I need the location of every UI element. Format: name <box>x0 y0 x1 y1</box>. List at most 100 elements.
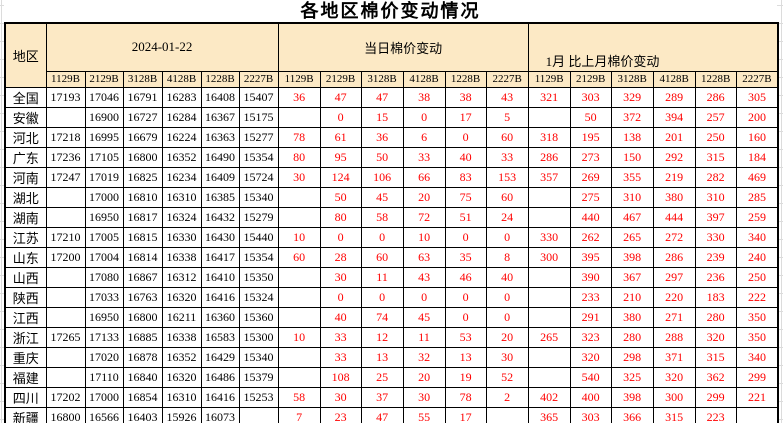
daily-change-cell[interactable]: 80 <box>277 146 321 168</box>
monthly-change-cell[interactable]: 366 <box>610 406 654 423</box>
section-header-daily-change[interactable]: 当日棉价变动 <box>277 22 529 72</box>
monthly-change-cell[interactable]: 330 <box>694 226 737 248</box>
daily-change-cell[interactable]: 74 <box>360 306 404 328</box>
monthly-change-cell[interactable]: 395 <box>569 246 612 268</box>
price-cell[interactable]: 17202 <box>45 386 86 408</box>
daily-change-cell[interactable] <box>277 186 321 208</box>
daily-change-cell[interactable] <box>485 406 529 423</box>
monthly-change-cell[interactable] <box>735 406 779 423</box>
monthly-change-cell[interactable]: 315 <box>652 406 696 423</box>
daily-change-cell[interactable]: 40 <box>485 266 529 288</box>
daily-change-cell[interactable]: 10 <box>277 326 321 348</box>
price-cell[interactable]: 16352 <box>161 346 202 368</box>
daily-change-cell[interactable]: 53 <box>444 326 487 348</box>
daily-change-cell[interactable]: 38 <box>444 86 487 108</box>
monthly-change-cell[interactable]: 540 <box>569 366 612 388</box>
price-cell[interactable]: 16416 <box>200 286 240 308</box>
price-cell[interactable]: 16814 <box>122 246 163 268</box>
price-cell[interactable]: 16338 <box>161 326 202 348</box>
daily-change-cell[interactable] <box>277 206 321 228</box>
column-header[interactable]: 4128B <box>161 70 202 88</box>
monthly-change-cell[interactable] <box>527 346 571 368</box>
price-cell[interactable]: 16815 <box>122 226 163 248</box>
price-cell[interactable]: 16878 <box>122 346 163 368</box>
price-cell[interactable]: 17000 <box>84 386 124 408</box>
region-cell[interactable]: 福建 <box>4 366 47 388</box>
price-cell[interactable]: 16363 <box>200 126 240 148</box>
monthly-change-cell[interactable]: 440 <box>569 206 612 228</box>
region-cell[interactable]: 湖北 <box>4 186 47 208</box>
monthly-change-cell[interactable]: 357 <box>527 166 571 188</box>
price-cell[interactable] <box>238 406 279 423</box>
daily-change-cell[interactable]: 20 <box>402 366 446 388</box>
price-cell[interactable]: 15379 <box>238 366 279 388</box>
monthly-change-cell[interactable]: 394 <box>652 106 696 128</box>
daily-change-cell[interactable]: 80 <box>319 206 362 228</box>
monthly-change-cell[interactable]: 239 <box>694 246 737 268</box>
daily-change-cell[interactable]: 55 <box>402 406 446 423</box>
price-cell[interactable]: 16429 <box>200 346 240 368</box>
price-cell[interactable]: 17236 <box>45 146 86 168</box>
region-cell[interactable]: 江西 <box>4 306 47 328</box>
price-cell[interactable]: 16763 <box>122 286 163 308</box>
daily-change-cell[interactable]: 58 <box>277 386 321 408</box>
price-cell[interactable]: 16211 <box>161 306 202 328</box>
monthly-change-cell[interactable]: 372 <box>610 106 654 128</box>
daily-change-cell[interactable]: 60 <box>485 186 529 208</box>
monthly-change-cell[interactable]: 250 <box>694 126 737 148</box>
section-header-monthly-change[interactable]: 1月 比上月棉价变动 <box>527 22 779 72</box>
daily-change-cell[interactable]: 20 <box>402 186 446 208</box>
price-cell[interactable]: 16324 <box>161 206 202 228</box>
price-cell[interactable]: 16312 <box>161 266 202 288</box>
monthly-change-cell[interactable]: 367 <box>610 266 654 288</box>
column-header[interactable]: 2129B <box>319 70 362 88</box>
monthly-change-cell[interactable]: 150 <box>610 146 654 168</box>
daily-change-cell[interactable]: 52 <box>485 366 529 388</box>
price-cell[interactable]: 16430 <box>200 226 240 248</box>
daily-change-cell[interactable]: 30 <box>277 166 321 188</box>
price-cell[interactable]: 17200 <box>45 246 86 268</box>
monthly-change-cell[interactable]: 210 <box>610 286 654 308</box>
price-cell[interactable]: 15350 <box>238 266 279 288</box>
monthly-change-cell[interactable] <box>527 106 571 128</box>
daily-change-cell[interactable]: 17 <box>444 406 487 423</box>
daily-change-cell[interactable] <box>277 346 321 368</box>
daily-change-cell[interactable]: 25 <box>360 366 404 388</box>
price-cell[interactable]: 15324 <box>238 286 279 308</box>
monthly-change-cell[interactable]: 330 <box>527 226 571 248</box>
monthly-change-cell[interactable]: 321 <box>527 86 571 108</box>
daily-change-cell[interactable]: 38 <box>402 86 446 108</box>
region-cell[interactable]: 陕西 <box>4 286 47 308</box>
price-cell[interactable]: 16224 <box>161 126 202 148</box>
monthly-change-cell[interactable]: 221 <box>735 386 779 408</box>
monthly-change-cell[interactable]: 320 <box>652 366 696 388</box>
price-cell[interactable] <box>45 206 86 228</box>
monthly-change-cell[interactable]: 222 <box>735 286 779 308</box>
price-cell[interactable]: 17000 <box>84 186 124 208</box>
daily-change-cell[interactable]: 60 <box>360 246 404 268</box>
daily-change-cell[interactable]: 35 <box>444 246 487 268</box>
price-cell[interactable]: 16352 <box>161 146 202 168</box>
price-cell[interactable]: 16409 <box>200 166 240 188</box>
monthly-change-cell[interactable]: 271 <box>652 306 696 328</box>
monthly-change-cell[interactable]: 315 <box>694 346 737 368</box>
monthly-change-cell[interactable]: 275 <box>569 186 612 208</box>
price-cell[interactable]: 16950 <box>84 306 124 328</box>
monthly-change-cell[interactable]: 273 <box>569 146 612 168</box>
region-cell[interactable]: 全国 <box>4 86 47 108</box>
price-cell[interactable]: 16950 <box>84 206 124 228</box>
region-cell[interactable]: 浙江 <box>4 326 47 348</box>
price-cell[interactable]: 16800 <box>122 146 163 168</box>
daily-change-cell[interactable]: 30 <box>319 266 362 288</box>
monthly-change-cell[interactable]: 183 <box>694 286 737 308</box>
region-header-cell[interactable]: 地区 <box>4 22 47 88</box>
price-cell[interactable]: 17193 <box>45 86 86 108</box>
daily-change-cell[interactable] <box>277 106 321 128</box>
daily-change-cell[interactable]: 40 <box>319 306 362 328</box>
monthly-change-cell[interactable]: 288 <box>652 326 696 348</box>
daily-change-cell[interactable]: 33 <box>485 146 529 168</box>
monthly-change-cell[interactable] <box>527 366 571 388</box>
daily-change-cell[interactable]: 33 <box>402 146 446 168</box>
monthly-change-cell[interactable] <box>527 266 571 288</box>
daily-change-cell[interactable]: 45 <box>402 306 446 328</box>
